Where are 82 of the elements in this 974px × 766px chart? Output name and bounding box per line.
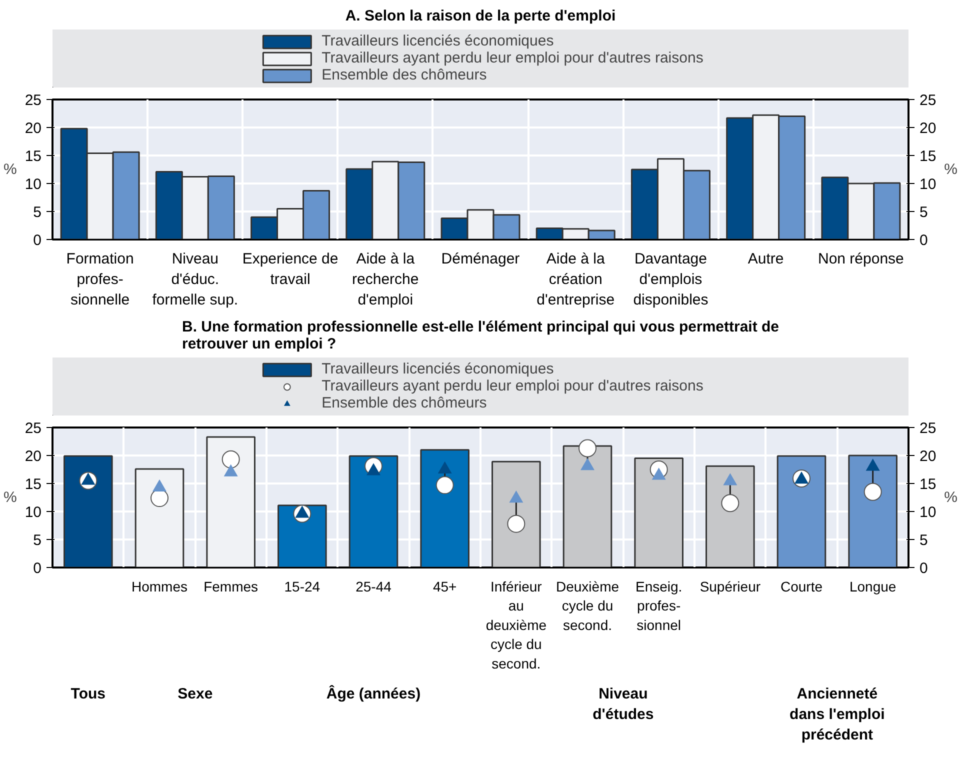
bar bbox=[348, 455, 398, 568]
legend-label: Ensemble des chômeurs bbox=[322, 66, 487, 84]
x-tick-label: Hommes bbox=[131, 578, 188, 594]
legend-label: Travailleurs ayant perdu leur emploi pour d'autres raisons bbox=[322, 50, 704, 66]
bar bbox=[562, 445, 612, 568]
bar bbox=[634, 458, 684, 568]
chart-title: A. Selon la raison de la perte d'emploi bbox=[345, 8, 616, 24]
x-tick-label: Aide à la création d'entreprise bbox=[536, 250, 615, 308]
legend-label: Travailleurs ayant perdu leur emploi pour d'autres raisons bbox=[322, 378, 704, 394]
y-tick-label: 5 bbox=[33, 204, 42, 221]
y2-tick-label: 15 bbox=[920, 148, 936, 165]
x-tick-label: 25-44 bbox=[356, 578, 392, 594]
point bbox=[864, 482, 882, 501]
text: Âge (années) bbox=[326, 684, 421, 702]
y2-tick-label: 5 bbox=[920, 532, 928, 549]
x-tick-label: 15-24 bbox=[284, 578, 320, 594]
bar bbox=[420, 449, 470, 568]
legend-label: Ensemble des chômeurs bbox=[322, 394, 487, 412]
point bbox=[224, 464, 238, 476]
bar bbox=[64, 455, 113, 568]
y-axis-title: % bbox=[3, 161, 17, 178]
point bbox=[509, 490, 524, 503]
y2-tick-label: 25 bbox=[920, 420, 936, 437]
x-tick-label: Formation profes-sionnelle bbox=[66, 250, 134, 308]
y2-tick-label: 15 bbox=[920, 476, 936, 493]
y-tick-label: 20 bbox=[24, 120, 42, 137]
y-tick-label: 20 bbox=[24, 448, 42, 465]
x-tick-label: 45+ bbox=[432, 578, 457, 594]
chart-title: B. Une formation professionnelle est-elle l'élément principal qui vous permettrait de retrouver un emploi ? bbox=[182, 318, 780, 352]
bar bbox=[278, 504, 327, 568]
bar bbox=[776, 455, 826, 568]
text: Tous bbox=[70, 686, 106, 702]
y-tick-label: 0 bbox=[33, 232, 42, 249]
x-tick-label: Autre bbox=[748, 250, 784, 268]
x-tick-label: Longue bbox=[849, 578, 896, 594]
x-tick-label: Experience de travail bbox=[242, 250, 338, 288]
y2-tick-label: 5 bbox=[920, 204, 928, 221]
x-tick-label: Aide à la recherche d'emploi bbox=[352, 250, 419, 308]
y2-tick-label: 10 bbox=[920, 504, 936, 521]
bar bbox=[706, 465, 755, 568]
y-tick-label: 25 bbox=[24, 92, 42, 109]
y2-tick-label: 10 bbox=[920, 176, 936, 193]
x-tick-label: Non réponse bbox=[818, 250, 904, 268]
y-axis-title: % bbox=[3, 489, 17, 506]
y-tick-label: 10 bbox=[24, 504, 42, 521]
bar bbox=[492, 460, 541, 568]
y2-axis-title: % bbox=[944, 489, 958, 506]
x-tick-label: Inférieur au deuxième cycle du second. bbox=[486, 578, 547, 672]
point bbox=[152, 479, 166, 492]
y-tick-label: 5 bbox=[33, 532, 42, 549]
point bbox=[436, 476, 454, 494]
y-tick-label: 15 bbox=[24, 148, 42, 165]
y2-tick-label: 25 bbox=[920, 92, 936, 109]
point bbox=[721, 494, 740, 512]
x-tick-label: Déménager bbox=[441, 250, 520, 268]
bar bbox=[848, 454, 898, 568]
y2-tick-label: 20 bbox=[920, 448, 936, 465]
point bbox=[866, 458, 880, 471]
legend-label: Travailleurs licenciés économiques bbox=[322, 32, 554, 50]
x-tick-label: Enseig. profes-sionnel bbox=[635, 578, 682, 633]
x-tick-label: Davantage d'emplois disponibles bbox=[633, 250, 708, 308]
y2-axis-title: % bbox=[944, 161, 958, 178]
y2-tick-label: 20 bbox=[920, 120, 936, 137]
point bbox=[580, 458, 594, 470]
y-tick-label: 25 bbox=[24, 420, 42, 437]
point bbox=[507, 514, 526, 533]
x-tick-label: Supérieur bbox=[700, 578, 761, 594]
x-tick-label: Femmes bbox=[204, 578, 258, 594]
y-tick-label: 15 bbox=[24, 476, 42, 493]
text: Niveau d'études bbox=[592, 686, 654, 723]
y2-tick-label: 0 bbox=[920, 560, 928, 577]
legend-label: Travailleurs licenciés économiques bbox=[322, 360, 554, 378]
y-tick-label: 0 bbox=[33, 560, 42, 577]
text: Ancienneté dans l'emploi précédent bbox=[790, 686, 885, 744]
y-tick-label: 10 bbox=[24, 176, 42, 193]
y2-tick-label: 0 bbox=[920, 232, 928, 249]
x-tick-label: Niveau d'éduc. formelle sup. bbox=[152, 250, 238, 308]
text: Sexe bbox=[178, 686, 213, 702]
x-tick-label: Deuxième cycle du second. bbox=[556, 578, 620, 633]
point bbox=[438, 461, 452, 474]
x-tick-label: Courte bbox=[780, 578, 823, 594]
point bbox=[723, 473, 738, 486]
